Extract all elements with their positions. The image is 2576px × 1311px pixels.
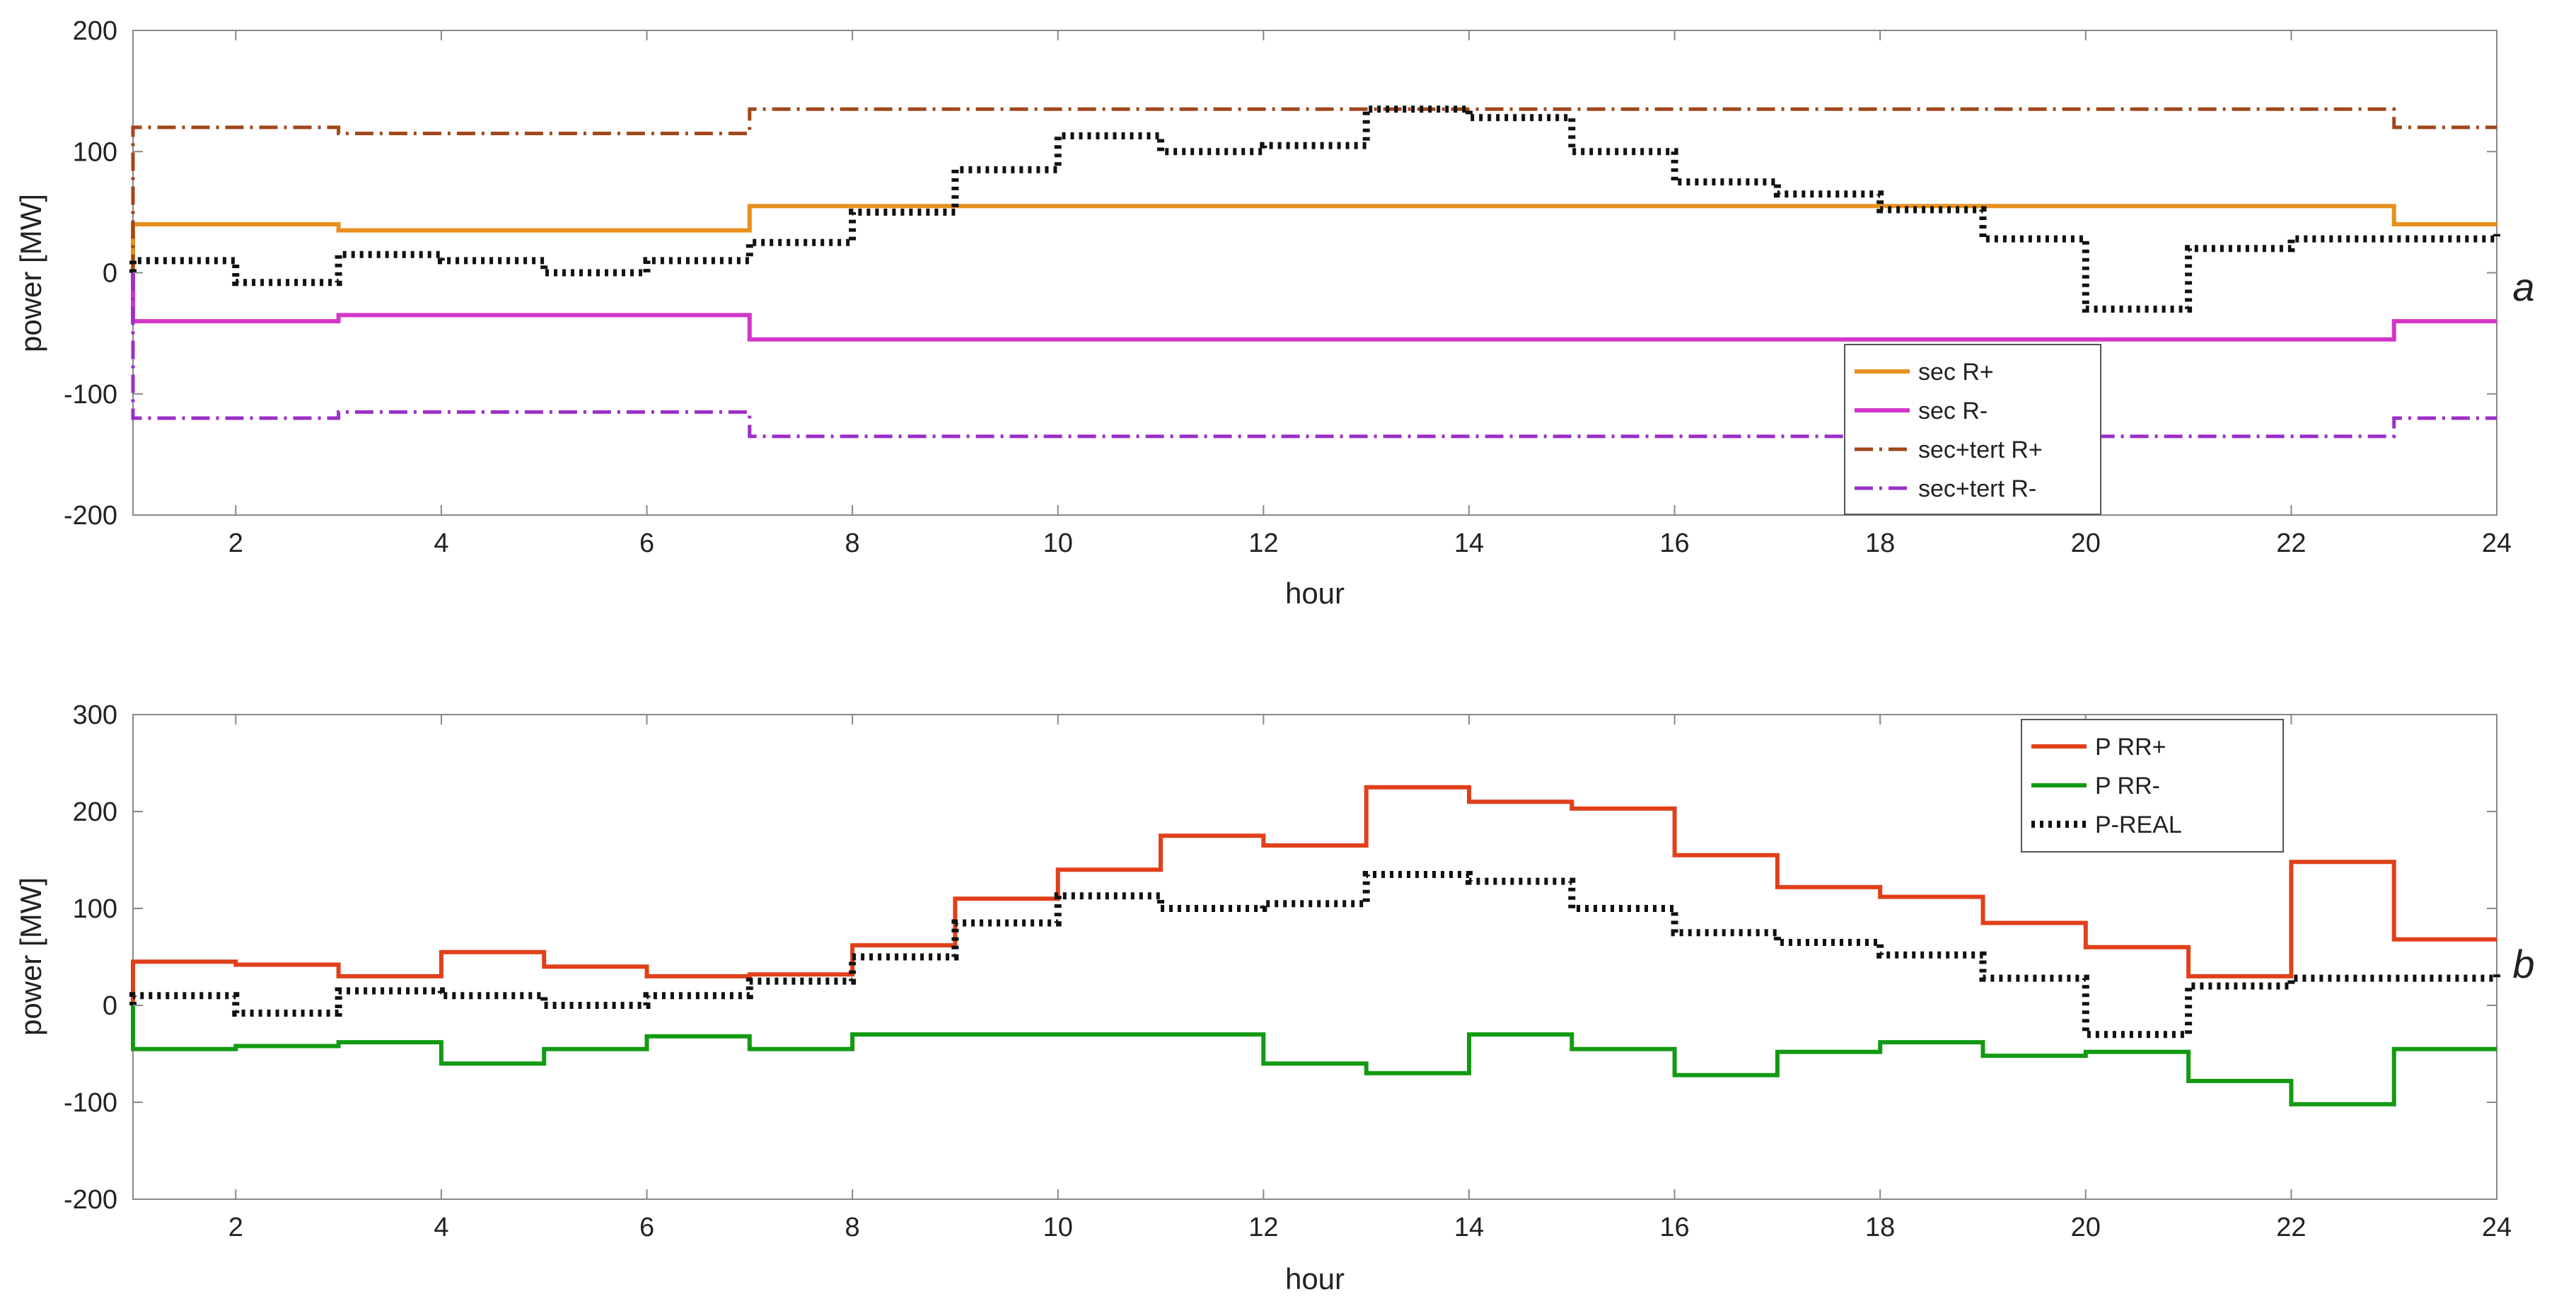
y-tick-label: 300: [73, 700, 117, 730]
y-axis-label-b: power [MW]: [14, 877, 47, 1036]
x-tick-label: 10: [1043, 529, 1073, 558]
x-tick-label: 16: [1659, 529, 1689, 558]
series-line-p-rr-: [131, 1005, 2497, 1107]
y-tick-label: 0: [103, 991, 117, 1021]
series-lines-b: [129, 785, 2500, 1107]
series-lines-a: [129, 105, 2500, 439]
series-line-sec-tert-r-: [131, 272, 2497, 439]
x-tick-label: 24: [2482, 1213, 2512, 1242]
x-tick-label: 12: [1248, 529, 1278, 558]
x-tick-label: 4: [434, 529, 448, 558]
y-axis-label-a: power [MW]: [14, 194, 47, 352]
y-tick-label: -100: [64, 1088, 117, 1118]
x-tick-label: 20: [2071, 1213, 2101, 1242]
x-tick-label: 6: [639, 1213, 654, 1242]
x-tick-label: 4: [434, 1213, 448, 1242]
legend-entry-label: P-REAL: [2095, 812, 2182, 838]
plot-area-a: [132, 30, 2497, 516]
x-tick-label: 14: [1454, 1213, 1484, 1242]
x-tick-label: 12: [1248, 1213, 1278, 1242]
series-line-p-real: [129, 871, 2500, 1039]
x-tick-label: 10: [1043, 1213, 1073, 1242]
x-tick-label: 8: [845, 529, 860, 558]
x-tick-label: 14: [1454, 529, 1484, 558]
series-line-sec-tert-r-: [131, 107, 2497, 273]
y-tick-label: -200: [64, 501, 117, 531]
y-tick-label: 200: [73, 797, 117, 827]
y-tick-label: -100: [64, 380, 117, 410]
legend-entry-label: P RR-: [2095, 773, 2160, 799]
x-tick-label: 16: [1659, 1213, 1689, 1242]
legend-b: P RR+ P RR- P-REAL: [2021, 719, 2284, 853]
y-tick-label: 100: [73, 894, 117, 924]
x-tick-label: 2: [228, 1213, 243, 1242]
legend-entry-label: sec+tert R+: [1918, 437, 2043, 463]
x-tick-label: 24: [2482, 529, 2512, 558]
x-axis-label-b: hour: [1285, 1262, 1345, 1295]
panel-letter-a: a: [2512, 265, 2534, 309]
y-tick-label: -200: [64, 1185, 117, 1215]
series-line-sec-r-: [131, 272, 2497, 342]
legend-entry-label: sec R+: [1918, 359, 1994, 386]
x-tick-label: 8: [845, 1213, 860, 1242]
legend-entry-label: sec R-: [1918, 398, 1988, 425]
panel-letter-b: b: [2512, 942, 2534, 986]
y-tick-label: 0: [103, 259, 117, 289]
x-tick-label: 6: [639, 529, 654, 558]
legend-entry-label: sec+tert R-: [1918, 475, 2036, 502]
x-tick-label: 22: [2276, 529, 2306, 558]
series-line-p-real: [129, 105, 2500, 313]
x-tick-label: 18: [1865, 1213, 1895, 1242]
x-axis-label-a: hour: [1285, 577, 1345, 610]
legend-entry-label: P RR+: [2095, 734, 2166, 761]
x-tick-label: 20: [2071, 529, 2101, 558]
x-tick-label: 2: [228, 529, 243, 558]
legend-a: sec R+ sec R-sec+tert R+ sec+tert R-: [1844, 344, 2101, 515]
series-line-sec-r-: [131, 204, 2497, 273]
series-line-p-rr-: [131, 785, 2497, 1005]
x-tick-label: 22: [2276, 1213, 2306, 1242]
y-tick-label: 200: [73, 16, 117, 46]
y-tick-label: 100: [73, 137, 117, 167]
x-tick-label: 18: [1865, 529, 1895, 558]
